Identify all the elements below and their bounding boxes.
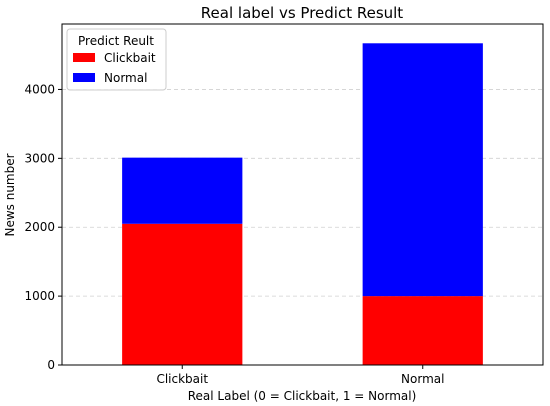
bars xyxy=(122,43,483,365)
bar-normal-clickbait xyxy=(122,157,243,224)
plot-frame xyxy=(61,23,544,366)
legend-label-normal: Normal xyxy=(104,71,147,85)
y-tick-label: 3000 xyxy=(24,151,55,165)
chart-title: Real label vs Predict Result xyxy=(201,4,404,22)
legend-swatch-clickbait xyxy=(73,53,95,62)
legend: Predict Reult Clickbait Normal xyxy=(66,28,167,91)
y-tick-label: 2000 xyxy=(24,220,55,234)
bar-clickbait-normal xyxy=(362,296,483,365)
x-tick-label: Clickbait xyxy=(156,372,208,386)
y-tick-label: 0 xyxy=(47,358,55,372)
legend-title: Predict Reult xyxy=(78,34,154,48)
y-tick-label: 4000 xyxy=(24,82,55,96)
y-tick-label: 1000 xyxy=(24,289,55,303)
y-axis-label: News number xyxy=(3,153,17,236)
y-axis: 0 1000 2000 3000 4000 xyxy=(24,82,62,372)
bar-clickbait-clickbait xyxy=(122,223,243,365)
x-axis-label: Real Label (0 = Clickbait, 1 = Normal) xyxy=(188,389,417,403)
legend-swatch-normal xyxy=(73,73,95,82)
x-tick-label: Normal xyxy=(401,372,444,386)
x-axis: Clickbait Normal xyxy=(156,365,444,386)
legend-label-clickbait: Clickbait xyxy=(104,51,156,65)
bar-normal-normal xyxy=(362,43,483,297)
